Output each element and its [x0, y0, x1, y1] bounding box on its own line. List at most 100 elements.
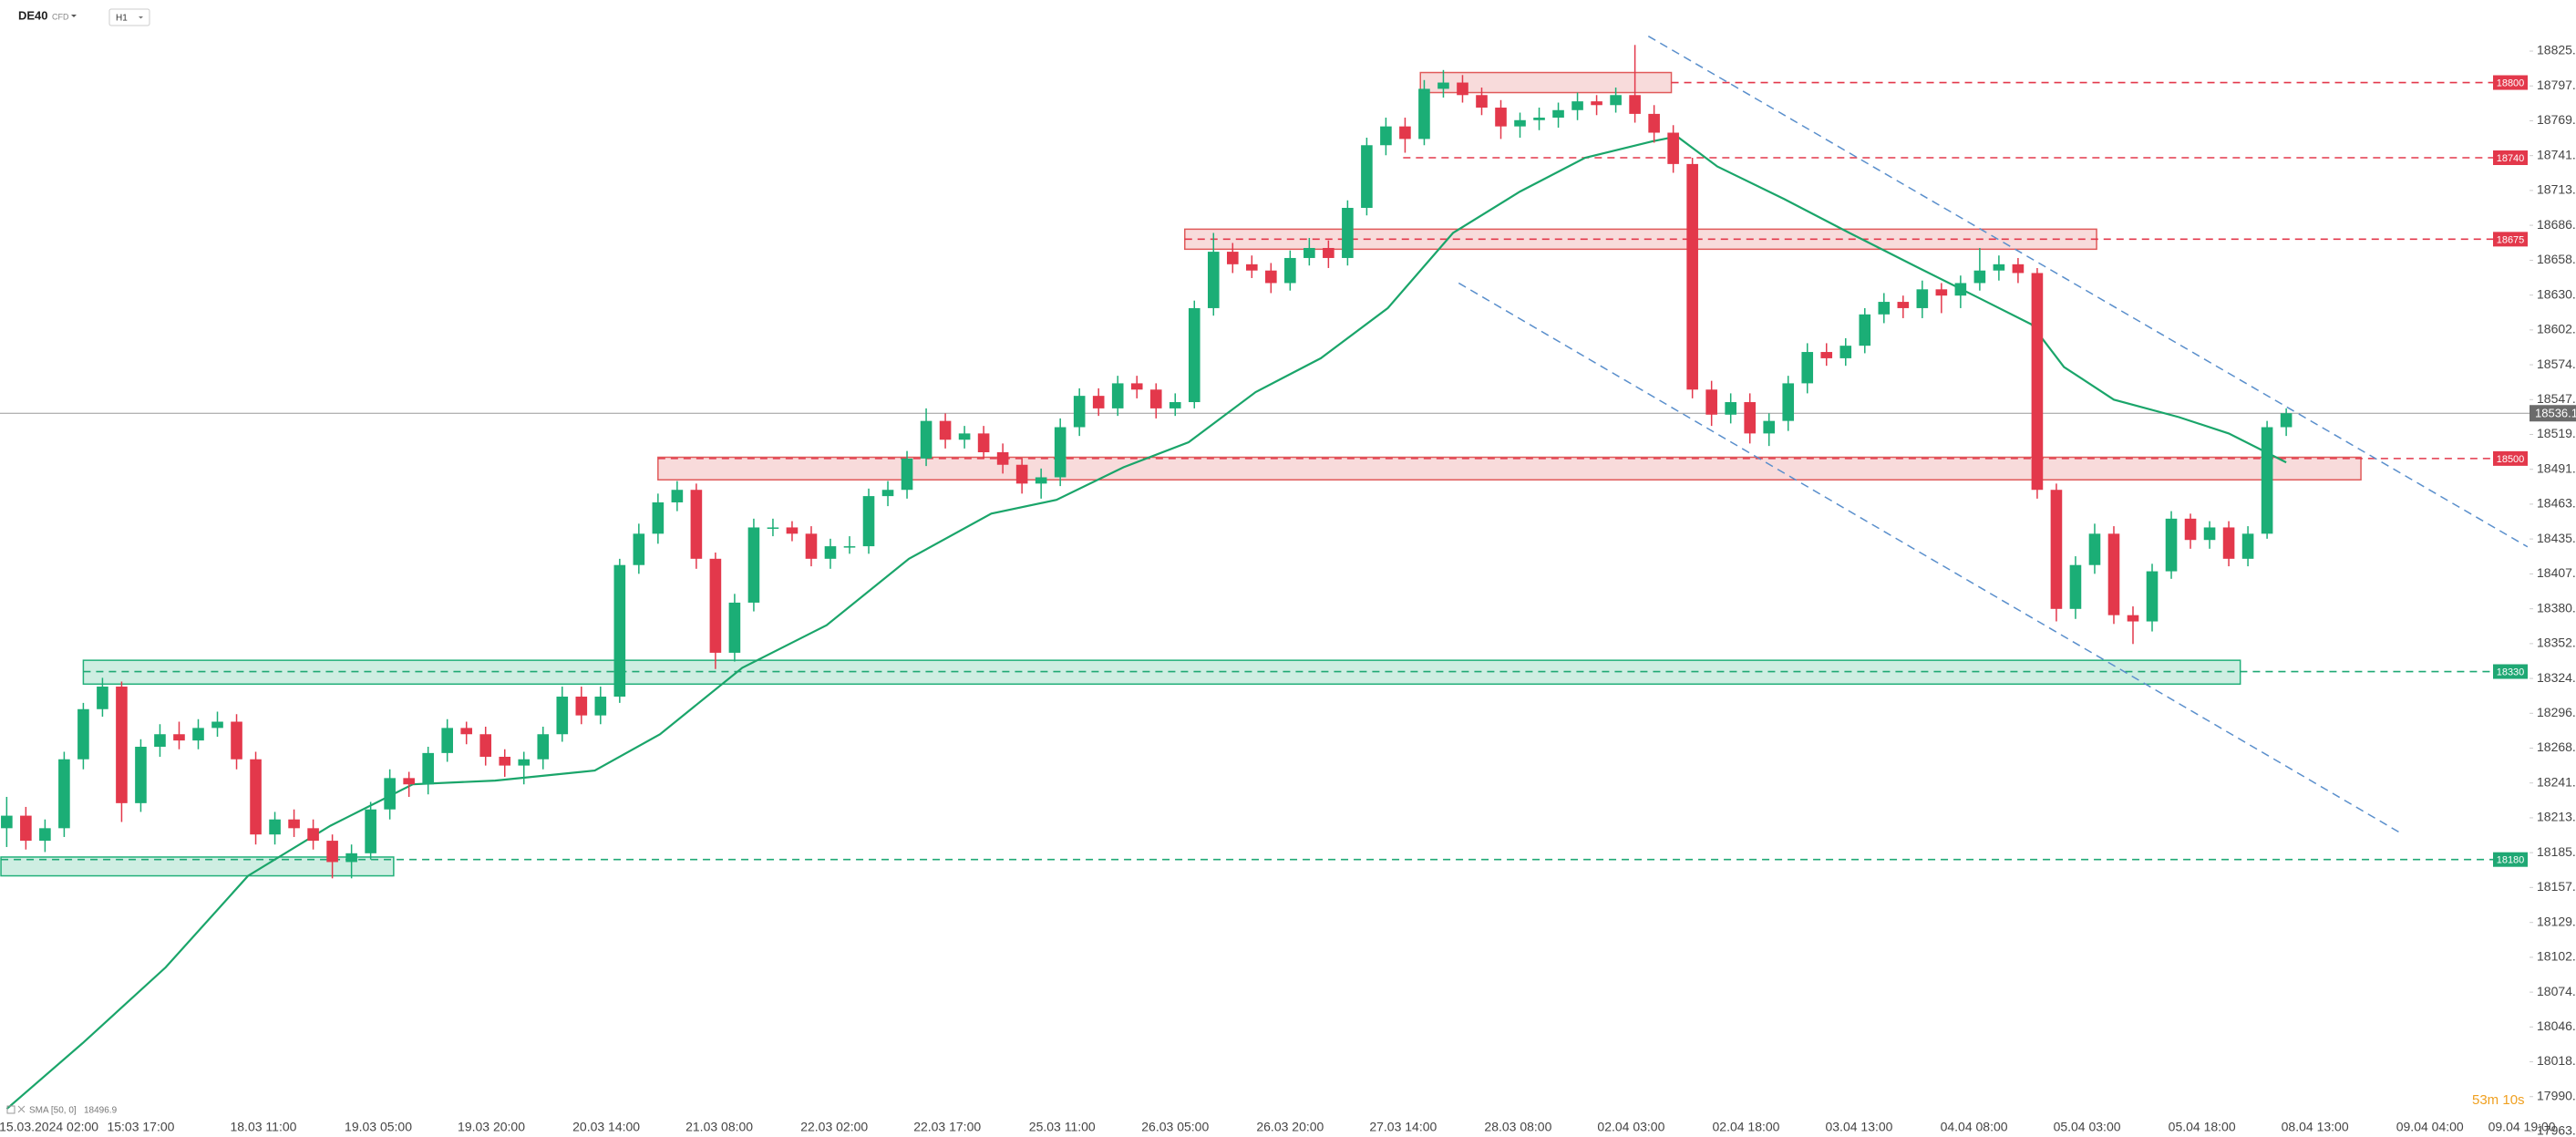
candle-body	[786, 527, 799, 534]
candle-body	[1226, 252, 1239, 264]
candle-body	[1801, 352, 1814, 384]
y-tick-label: 18129.8	[2537, 914, 2576, 928]
y-tick-label: 18046.4	[2537, 1018, 2576, 1033]
level-label-box	[2493, 852, 2528, 867]
candle-body	[690, 490, 703, 559]
candle-body	[479, 734, 492, 757]
candle-body	[1246, 264, 1258, 271]
candle-body	[1839, 346, 1852, 358]
candle-body	[747, 527, 760, 603]
legend-icon[interactable]	[6, 1105, 15, 1114]
y-tick-label: 18102.0	[2537, 949, 2576, 964]
candle-body	[1916, 289, 1929, 308]
x-tick-label: 03.04 13:00	[1825, 1120, 1892, 1134]
candle-body	[2222, 527, 2235, 559]
dropdown-caret[interactable]	[71, 15, 77, 17]
y-tick-label: 18602.6	[2537, 322, 2576, 336]
candle-body	[1015, 464, 1028, 484]
candle-body	[2050, 490, 2063, 609]
candle-body	[1361, 145, 1373, 208]
candle-body	[97, 687, 108, 709]
candle-body	[1820, 352, 1833, 358]
y-tick-label: 18491.4	[2537, 460, 2576, 475]
candle-body	[805, 533, 818, 559]
candle-body	[1457, 82, 1468, 96]
x-tick-label: 02.04 18:00	[1713, 1120, 1780, 1134]
candle-body	[2107, 533, 2120, 615]
candle-body	[1686, 163, 1698, 390]
candle-body	[1169, 402, 1181, 408]
candle-body	[977, 433, 990, 453]
candle-body	[1629, 95, 1641, 114]
candle-body	[1610, 95, 1622, 106]
candle-body	[2280, 413, 2293, 428]
candle-body	[843, 546, 856, 548]
x-tick-label: 09.04 19:00	[2488, 1120, 2556, 1134]
timeframe[interactable]: H1	[116, 14, 128, 24]
timeframe-caret[interactable]	[139, 16, 143, 19]
candle-body	[2165, 518, 2178, 572]
last-price-box	[2530, 405, 2576, 422]
candle-body	[1092, 396, 1105, 408]
y-tick-label: 18213.3	[2537, 810, 2576, 824]
timeframe-box[interactable]	[108, 8, 150, 26]
level-label-box	[2493, 232, 2528, 247]
y-tick-label: 18352.3	[2537, 636, 2576, 650]
level-label-box	[2493, 450, 2528, 466]
candle-body	[1418, 88, 1430, 140]
candle-body	[1897, 302, 1910, 308]
last-price-label: 18536.1	[2535, 407, 2576, 420]
y-tick-label: 18018.6	[2537, 1053, 2576, 1068]
symbol-selector[interactable]: DE40 CFD	[18, 8, 77, 22]
candle-body	[1054, 427, 1066, 478]
level-label: 18675	[2497, 234, 2525, 245]
x-tick-label: 05.04 18:00	[2169, 1120, 2236, 1134]
candle-body	[1782, 383, 1795, 421]
candle-body	[1476, 95, 1488, 109]
zone	[1184, 228, 2097, 251]
y-tick-label: 18574.8	[2537, 357, 2576, 371]
level-label: 18180	[2497, 855, 2525, 866]
y-tick-label: 18547.0	[2537, 391, 2576, 406]
y-tick-label: 18713.9	[2537, 182, 2576, 197]
x-tick-label: 15.03.2024 02:00	[0, 1120, 98, 1134]
candle-body	[211, 721, 223, 729]
y-tick-label: 18658.2	[2537, 252, 2576, 266]
candle-body	[709, 558, 722, 653]
candle-body	[2146, 571, 2159, 622]
level-label: 18330	[2497, 667, 2525, 677]
indicator-legend: SMA [50, 0] 18496.9	[6, 1105, 118, 1116]
candle-body	[2184, 518, 2197, 541]
candle-body	[1342, 207, 1354, 258]
timeframe-selector[interactable]: H1	[108, 8, 150, 26]
legend-close[interactable]	[17, 1105, 26, 1113]
candle-body	[996, 452, 1009, 465]
candle-body	[250, 759, 262, 835]
candle-body	[652, 501, 665, 534]
y-tick-label: 18825.1	[2537, 43, 2576, 57]
bar-countdown: 53m 10s	[2472, 1092, 2525, 1108]
candle-body	[441, 728, 453, 753]
candle-body	[958, 433, 971, 440]
candle-body	[939, 420, 952, 440]
candle-body	[460, 728, 473, 735]
x-tick-label: 27.03 14:00	[1369, 1120, 1437, 1134]
y-tick-label: 18296.7	[2537, 705, 2576, 719]
x-tick-label: 19.03 20:00	[458, 1120, 525, 1134]
candle-body	[633, 533, 645, 565]
candle-body	[1111, 383, 1124, 408]
candle-body	[728, 602, 741, 653]
level-label: 18800	[2497, 78, 2525, 88]
candle-body	[135, 746, 147, 803]
y-tick-label: 18241.1	[2537, 774, 2576, 789]
candle-body	[2241, 533, 2254, 559]
y-tick-label: 18157.7	[2537, 879, 2576, 894]
candle-body	[920, 420, 933, 459]
candle-body	[231, 721, 242, 760]
x-tick-label: 26.03 20:00	[1256, 1120, 1324, 1134]
candle-body	[1878, 302, 1891, 315]
candle-body	[39, 828, 51, 842]
symbol[interactable]: DE40	[18, 8, 48, 22]
candle-body	[1495, 108, 1507, 127]
y-tick-label: 18519.2	[2537, 426, 2576, 440]
